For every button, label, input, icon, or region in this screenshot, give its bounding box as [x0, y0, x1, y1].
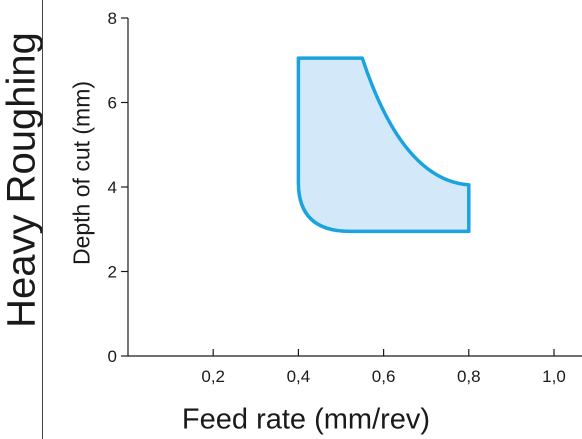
y-tick-label: 0 — [108, 347, 117, 366]
x-tick-label: 1,0 — [542, 367, 566, 386]
y-tick-label: 8 — [108, 9, 117, 28]
x-tick-label: 0,4 — [287, 367, 311, 386]
x-axis-label: Feed rate (mm/rev) — [181, 403, 431, 436]
y-tick-label: 4 — [108, 178, 117, 197]
y-tick-label: 6 — [108, 94, 117, 113]
x-tick-label: 0,2 — [201, 367, 225, 386]
x-tick-label: 0,8 — [457, 367, 481, 386]
section-divider — [42, 0, 43, 439]
application-area-region — [296, 56, 471, 234]
x-tick-label: 0,6 — [372, 367, 396, 386]
y-tick-label: 2 — [108, 263, 117, 282]
